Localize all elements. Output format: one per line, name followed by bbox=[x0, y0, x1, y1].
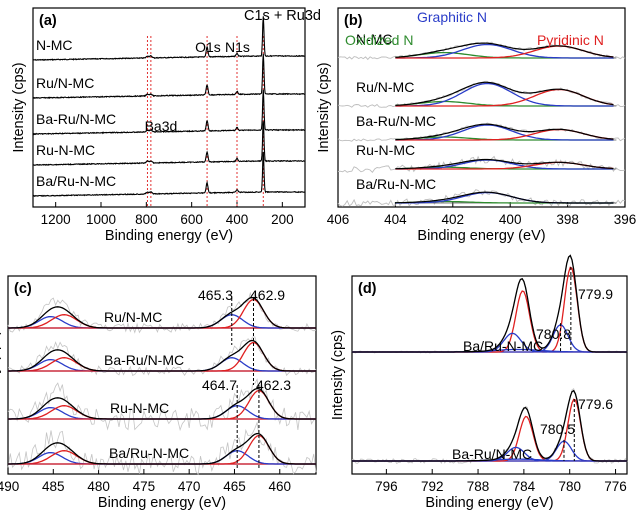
sample-label: Ru/N-MC bbox=[104, 309, 162, 325]
survey-line bbox=[32, 89, 305, 136]
sample-label: Ba-Ru/N-MC bbox=[452, 446, 532, 462]
survey-line bbox=[32, 121, 306, 166]
envelope-fit bbox=[395, 81, 614, 106]
sample-label: Ru-N-MC bbox=[110, 400, 169, 416]
x-axis-label: Binding energy (eV) bbox=[417, 228, 545, 244]
component-label: Pyridinic N bbox=[537, 32, 604, 48]
peak-annotation: 780.5 bbox=[540, 421, 575, 437]
x-tick-label: 398 bbox=[556, 212, 579, 227]
x-tick-label: 465 bbox=[223, 479, 246, 494]
x-tick-label: 796 bbox=[375, 479, 398, 494]
y-axis-label: Intensity (cps) bbox=[11, 62, 27, 152]
envelope-fit bbox=[352, 254, 627, 353]
envelope-fit bbox=[395, 42, 614, 58]
component-peak bbox=[395, 43, 614, 59]
plot-frame bbox=[7, 275, 317, 475]
plot-frame bbox=[32, 7, 306, 208]
envelope-fit bbox=[395, 123, 614, 141]
x-tick-label: 396 bbox=[614, 212, 636, 227]
series-label: Ba-Ru/N-MC bbox=[36, 111, 116, 127]
panel-b: 406 404 402 400 398 396 Binding energy (eV) Int… bbox=[316, 7, 636, 244]
sample-label: Ru-N-MC bbox=[356, 142, 415, 158]
plot-frame bbox=[351, 275, 628, 475]
x-tick-label: 404 bbox=[384, 212, 407, 227]
x-tick-label: 776 bbox=[604, 479, 627, 494]
x-tick-label: 784 bbox=[513, 479, 536, 494]
peak-annotation: 462.9 bbox=[250, 287, 285, 303]
annotation: Ba3d bbox=[145, 118, 178, 134]
component-label: Graphitic N bbox=[417, 9, 487, 25]
x-tick-label: 402 bbox=[442, 212, 465, 227]
annotation: N1s bbox=[225, 39, 250, 55]
panel-a: 1200 1000 800 600 400 200 Binding energy (eV) I… bbox=[11, 7, 321, 244]
component-label: Oxidized N bbox=[345, 32, 413, 48]
x-tick-label: 1000 bbox=[86, 212, 116, 227]
x-axis-label: Binding energy (eV) bbox=[425, 495, 553, 511]
peak-annotation: 779.9 bbox=[578, 286, 613, 302]
panel-d: 796 792 788 784 780 776 Binding energy (eV) Int… bbox=[330, 253, 628, 511]
x-tick-label: 800 bbox=[135, 212, 158, 227]
x-tick-label: 400 bbox=[226, 212, 249, 227]
panel-label: (b) bbox=[344, 13, 363, 29]
envelope-fit bbox=[8, 296, 316, 329]
series-label: Ba/Ru-N-MC bbox=[36, 173, 116, 189]
x-axis-label: Binding energy (eV) bbox=[105, 228, 233, 244]
panel-label: (a) bbox=[39, 13, 57, 29]
panel-label: (d) bbox=[358, 281, 377, 297]
peak-annotation: 464.7 bbox=[202, 377, 237, 393]
x-tick-label: 470 bbox=[178, 479, 201, 494]
x-tick-label: 475 bbox=[133, 479, 156, 494]
x-axis-label: Binding energy (eV) bbox=[98, 495, 226, 511]
sample-label: N-MC bbox=[356, 31, 393, 47]
component-peak bbox=[395, 124, 614, 141]
sample-label: Ba-Ru/N-MC bbox=[104, 352, 184, 368]
envelope-fit bbox=[395, 191, 614, 204]
series-label: Ru-N-MC bbox=[36, 142, 95, 158]
annotation: C1s + Ru3d bbox=[244, 8, 321, 24]
peak-annotation: 462.3 bbox=[256, 377, 291, 393]
envelope-fit bbox=[8, 339, 316, 372]
component-peak bbox=[395, 88, 614, 107]
y-axis-label: Intensity (cps) bbox=[0, 330, 2, 420]
raw-data bbox=[7, 378, 317, 432]
x-tick-label: 400 bbox=[499, 212, 522, 227]
x-tick-label: 485 bbox=[42, 479, 65, 494]
x-tick-label: 780 bbox=[558, 479, 581, 494]
x-tick-label: 788 bbox=[467, 479, 490, 494]
component-peak bbox=[395, 128, 614, 141]
y-axis-label: Intensity (cps) bbox=[330, 330, 346, 420]
x-tick-label: 600 bbox=[180, 212, 203, 227]
series-label: N-MC bbox=[36, 37, 73, 53]
panel-c: 490 485 480 475 470 465 460 Binding energy (eV)… bbox=[0, 275, 317, 511]
plot-frame bbox=[337, 7, 626, 208]
envelope-fit bbox=[8, 432, 316, 465]
sample-label: Ba-Ru/N-MC bbox=[356, 113, 436, 129]
x-tick-label: 490 bbox=[0, 479, 19, 494]
survey-line bbox=[32, 53, 306, 100]
peak-annotation: 779.6 bbox=[578, 396, 613, 412]
y-axis-label: Intensity (cps) bbox=[316, 62, 332, 152]
x-tick-label: 792 bbox=[421, 479, 444, 494]
sample-label: Ru/N-MC bbox=[356, 79, 414, 95]
x-tick-label: 1200 bbox=[41, 212, 71, 227]
envelope-fit bbox=[395, 158, 614, 170]
annotation: O1s bbox=[195, 39, 221, 55]
series-label: Ru/N-MC bbox=[36, 75, 94, 91]
peak-annotation: 780.8 bbox=[536, 326, 571, 342]
peak-annotation: 465.3 bbox=[198, 287, 233, 303]
sample-label: Ba/Ru-N-MC bbox=[109, 445, 189, 461]
panel-label: (c) bbox=[14, 281, 32, 297]
envelope-fit bbox=[8, 387, 316, 420]
x-tick-label: 480 bbox=[87, 479, 110, 494]
sample-label: Ba/Ru-N-MC bbox=[463, 338, 543, 354]
envelope-fit bbox=[352, 389, 627, 462]
sample-label: Ba/Ru-N-MC bbox=[356, 176, 436, 192]
survey-line bbox=[32, 151, 306, 197]
x-tick-label: 460 bbox=[268, 479, 291, 494]
component-peak bbox=[395, 82, 614, 107]
survey-line bbox=[33, 16, 306, 62]
x-tick-label: 406 bbox=[327, 212, 350, 227]
x-tick-label: 200 bbox=[271, 212, 294, 227]
